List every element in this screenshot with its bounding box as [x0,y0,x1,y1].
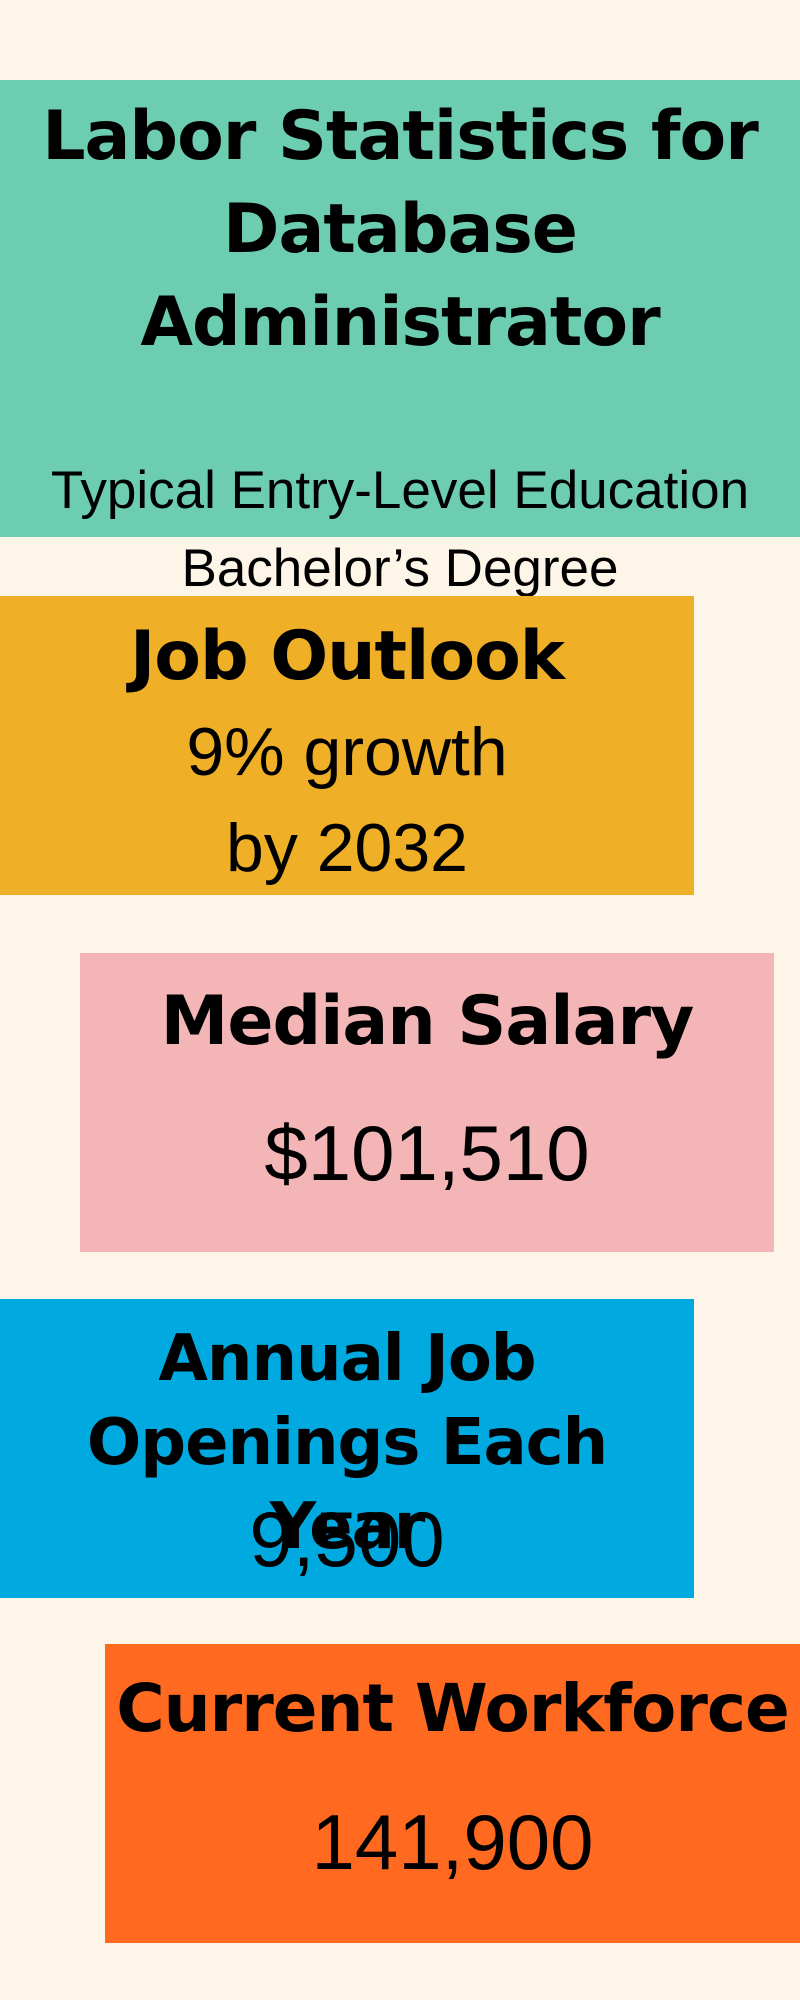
page-title-line-1: Labor Statistics for [42,97,759,176]
education-label: Typical Entry-Level Education [50,461,750,520]
annual-openings-card: Annual Job Openings Each Year 9,500 [0,1299,694,1598]
annual-openings-heading-line-1: Annual Job [158,1322,536,1396]
job-outlook-growth: 9% growth [186,714,508,790]
job-outlook-year: by 2032 [226,810,468,886]
median-salary-heading: Median Salary [160,982,695,1061]
page-title-line-2: Database [223,190,578,269]
annual-openings-value: 9,500 [249,1495,445,1583]
current-workforce-heading: Current Workforce [116,1670,790,1747]
current-workforce-value: 141,900 [311,1798,594,1886]
job-outlook-card: Job Outlook 9% growth by 2032 [0,596,694,895]
education-value: Bachelor’s Degree [181,539,619,598]
page-title: Labor Statistics for Database Administra… [0,90,800,369]
annual-openings-heading-line-2: Openings Each Year [86,1406,608,1564]
median-salary-value: $101,510 [264,1109,590,1197]
title-card: Labor Statistics for Database Administra… [0,80,800,598]
current-workforce-card: Current Workforce 141,900 [105,1644,800,1943]
page-title-line-3: Administrator [140,283,660,362]
job-outlook-heading: Job Outlook [129,617,565,696]
median-salary-card: Median Salary $101,510 [80,953,774,1252]
